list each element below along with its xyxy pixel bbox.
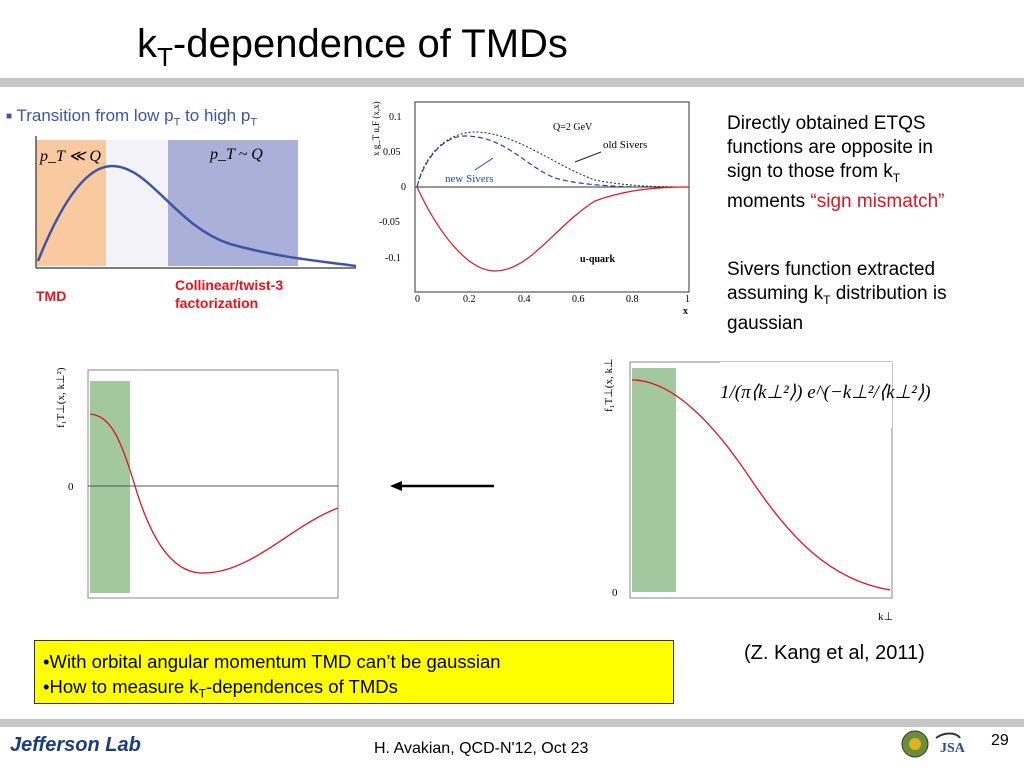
- right-xlabel: k⊥: [878, 611, 893, 623]
- jefferson-lab-logo: Jefferson Lab: [10, 734, 141, 756]
- new-sivers-label: new Sivers: [445, 173, 494, 185]
- q-label: Q=2 GeV: [553, 122, 593, 133]
- etqs-note: Directly obtained ETQS functions are opp…: [727, 113, 945, 212]
- conclusion-box: •With orbital angular momentum TMD can’t…: [34, 640, 674, 704]
- u-quark-curve: [416, 186, 690, 272]
- partner-logos-icon: JSA: [901, 730, 966, 758]
- sivers-ytick: -0.1: [385, 253, 401, 264]
- svg-text:JSA: JSA: [940, 741, 966, 756]
- slide-title: kT-dependence of TMDs: [137, 22, 568, 72]
- page-number: 29: [991, 732, 1009, 749]
- new-sivers-pointer: [474, 157, 494, 171]
- right-ylabel: f₁T⊥(x, k⊥²): [603, 358, 615, 412]
- left-ylabel: f₁T⊥(x, k⊥²): [55, 367, 67, 428]
- sivers-xtick: 0.4: [518, 294, 531, 305]
- left-arrow-icon: [390, 481, 494, 491]
- left-green-band: [90, 381, 130, 593]
- left-zero-label: 0: [68, 481, 74, 493]
- reference: (Z. Kang et al, 2011): [744, 642, 925, 664]
- sivers-frame: [414, 101, 690, 293]
- high-pt-label: p_T ~ Q: [210, 146, 263, 163]
- sivers-xtick: 0.2: [463, 294, 476, 305]
- sivers-xtick: 0.6: [572, 294, 585, 305]
- old-sivers-pointer: [574, 151, 602, 163]
- u-quark-label: u-quark: [580, 254, 615, 265]
- low-pt-label: p_T ≪ Q: [40, 148, 101, 165]
- collinear-label: Collinear/twist-3 factorization: [175, 277, 284, 311]
- sivers-ylabel: x g_T u,F (x,x): [371, 101, 381, 156]
- sivers-xlabel: x: [683, 306, 688, 317]
- right-green-band: [632, 368, 676, 592]
- tmd-curve: [36, 164, 357, 268]
- left-curve: [89, 413, 339, 574]
- tmd-label: TMD: [36, 288, 67, 304]
- footer-text: H. Avakian, QCD-N'12, Oct 23: [374, 740, 589, 757]
- sivers-plot: x g_T u,F (x,x) 0.1 0.05 0 -0.05 -0.1 0 …: [371, 101, 690, 317]
- transition-heading: ■ Transition from low pT to high pT: [6, 106, 258, 129]
- sivers-ytick: 0: [401, 182, 406, 193]
- old-sivers-label: old Sivers: [603, 139, 647, 151]
- right-zero-label: 0: [612, 587, 618, 599]
- sivers-ytick: 0.05: [383, 147, 401, 158]
- sivers-xtick: 0.8: [626, 294, 639, 305]
- sivers-xtick: 1: [685, 294, 690, 305]
- gaussian-note: Sivers function extracted assuming kT di…: [727, 259, 947, 334]
- sivers-ytick: 0.1: [389, 112, 402, 123]
- sivers-xtick: 0: [415, 294, 420, 305]
- transition-plot: [35, 136, 357, 269]
- old-sivers-curve: [416, 131, 690, 188]
- gaussian-formula: 1/(π⟨k⊥²⟩) e^(−k⊥²/⟨k⊥²⟩): [720, 362, 931, 428]
- transition-figure: ■ Transition from low pT to high pT p_T …: [0, 96, 365, 326]
- low-pt-region: [36, 140, 106, 266]
- new-sivers-curve: [416, 135, 636, 188]
- title-divider: [0, 78, 1024, 87]
- left-tmd-plot: f₁T⊥(x, k⊥²) 0: [55, 367, 339, 599]
- footer-divider: [0, 719, 1024, 727]
- right-curve: [631, 379, 891, 591]
- middle-region: [106, 140, 168, 266]
- sivers-ytick: -0.05: [379, 217, 400, 228]
